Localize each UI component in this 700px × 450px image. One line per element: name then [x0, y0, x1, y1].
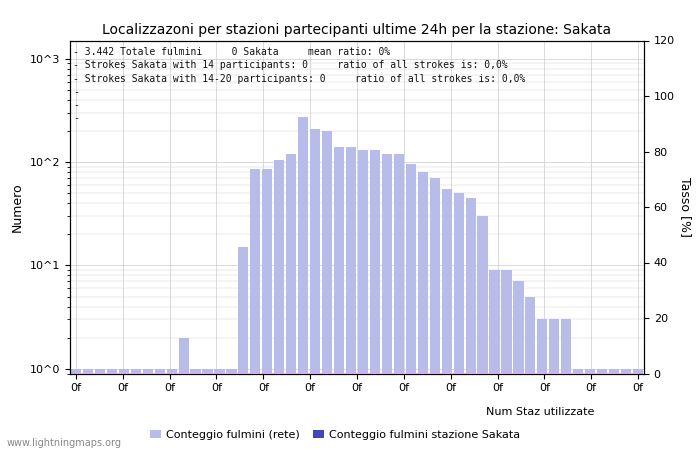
Bar [501, 270, 512, 450]
Bar [143, 369, 153, 450]
Bar [477, 216, 488, 450]
Bar [621, 369, 631, 450]
Bar [609, 369, 620, 450]
Bar [633, 369, 643, 450]
Bar [538, 320, 547, 450]
Bar [107, 369, 117, 450]
Bar [238, 247, 248, 450]
Bar [550, 320, 559, 450]
Bar [597, 369, 607, 450]
Title: Localizzazoni per stazioni partecipanti ultime 24h per la stazione: Sakata: Localizzazoni per stazioni partecipanti … [102, 22, 612, 36]
Bar [561, 320, 571, 450]
Y-axis label: Tasso [%]: Tasso [%] [678, 177, 692, 237]
Bar [382, 154, 392, 450]
Bar [83, 369, 93, 450]
Bar [394, 154, 404, 450]
Bar [298, 117, 308, 450]
Bar [286, 154, 296, 450]
Bar [190, 369, 201, 450]
Y-axis label: Numero: Numero [11, 182, 25, 232]
Bar [573, 369, 583, 450]
Bar [251, 169, 260, 450]
Bar [334, 147, 344, 450]
Bar [155, 369, 164, 450]
Bar [585, 369, 595, 450]
Bar [226, 369, 237, 450]
Bar [346, 147, 356, 450]
Bar [262, 169, 272, 450]
Bar [214, 369, 225, 450]
Bar [178, 338, 189, 450]
Bar [131, 369, 141, 450]
Bar [94, 369, 105, 450]
Bar [525, 297, 536, 450]
Text: - 3.442 Totale fulmini     0 Sakata     mean ratio: 0%
- Strokes Sakata with 14 : - 3.442 Totale fulmini 0 Sakata mean rat… [73, 47, 525, 123]
Bar [322, 131, 332, 450]
Bar [310, 129, 320, 450]
Bar [370, 150, 380, 450]
Bar [513, 281, 524, 450]
Bar [119, 369, 129, 450]
Bar [71, 369, 81, 450]
Bar [466, 198, 476, 450]
Bar [274, 160, 284, 450]
Bar [489, 270, 500, 450]
Bar [358, 150, 368, 450]
Bar [418, 172, 428, 450]
Bar [167, 369, 176, 450]
Bar [202, 369, 213, 450]
Text: Num Staz utilizzate: Num Staz utilizzate [486, 407, 595, 417]
Bar [442, 189, 452, 450]
Text: www.lightningmaps.org: www.lightningmaps.org [7, 437, 122, 447]
Bar [406, 164, 416, 450]
Bar [430, 178, 440, 450]
Bar [454, 193, 463, 450]
